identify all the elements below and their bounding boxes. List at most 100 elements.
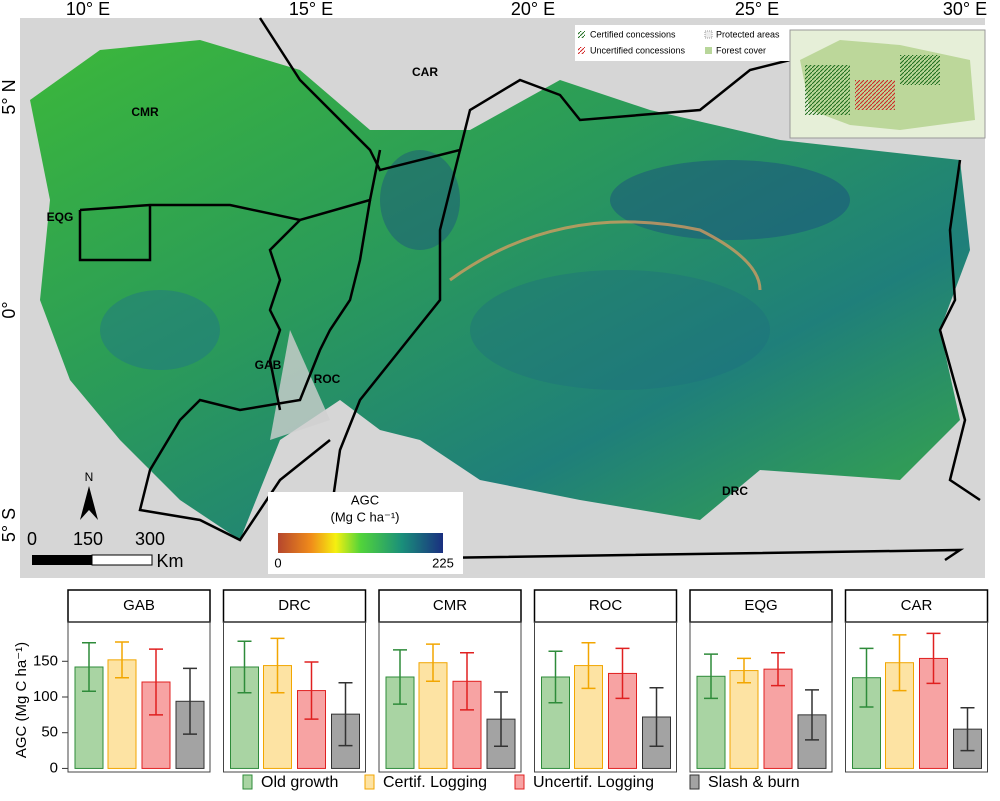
error-bar: [183, 667, 197, 735]
error-bar: [704, 653, 718, 700]
bar: [141, 681, 171, 769]
legend-swatch: [514, 774, 525, 790]
inset-concessions: [805, 65, 850, 115]
error-bar: [82, 641, 96, 693]
panel: [223, 621, 366, 773]
error-bar: [426, 643, 440, 683]
panel: [534, 621, 677, 773]
legend-label: Old growth: [261, 774, 338, 791]
high-carbon-area: [100, 290, 220, 370]
country-label: ROC: [314, 372, 341, 386]
panel-title: CMR: [433, 597, 467, 614]
bar-chart: AGC (Mg C ha⁻¹): [13, 642, 30, 758]
y-tick-label: 50: [41, 724, 58, 741]
country-label: EQG: [47, 210, 74, 224]
error-bar: [771, 651, 785, 687]
savanna: [270, 330, 330, 440]
legend-label: Certif. Logging: [383, 774, 487, 791]
error-bar: [338, 681, 353, 747]
panel: [845, 621, 988, 773]
panel-title: GAB: [123, 597, 155, 614]
legend-label: Protected areas: [716, 29, 780, 39]
scale-bar: [91, 554, 153, 566]
lon-tick-label: 25° E: [735, 0, 779, 19]
panel-title: ROC: [589, 597, 623, 614]
north-arrow: [80, 486, 98, 520]
scale-label: 300: [135, 529, 165, 549]
y-axis-title: AGC (Mg C ha⁻¹): [13, 642, 30, 758]
panel-strip: [844, 589, 989, 623]
error-bar: [115, 641, 129, 679]
lat-tick-label: 5° S: [0, 508, 19, 542]
panel-strip: [222, 589, 367, 623]
error-bar: [393, 649, 407, 705]
scale-bar: [32, 555, 92, 565]
bar: [541, 676, 570, 769]
country-label: CMR: [131, 105, 159, 119]
legend-swatch: [578, 31, 585, 38]
error-bar: [649, 686, 664, 748]
map: CMR EQG GAB ROC CAR DRC 10° E 15° E 20° …: [0, 0, 987, 578]
lat-tick-label: 0°: [0, 301, 19, 318]
panel-strip: [378, 589, 522, 623]
y-tick-label: 0: [50, 759, 58, 776]
legend-label: Certified concessions: [590, 29, 676, 39]
panel: [378, 621, 522, 773]
lon-tick-label: 20° E: [511, 0, 555, 19]
colorbar-label: 225: [432, 555, 454, 570]
panel: [689, 621, 833, 773]
panel-title: CAR: [901, 597, 933, 614]
error-bar: [460, 651, 474, 711]
lon-tick-label: 30° E: [943, 0, 987, 19]
legend-swatch: [364, 774, 375, 790]
legend-swatch: [578, 47, 585, 54]
error-bar: [859, 647, 874, 708]
error-bar: [237, 640, 252, 694]
error-bar: [581, 641, 596, 690]
error-bar: [548, 650, 563, 704]
high-carbon-area: [470, 270, 770, 390]
legend-label: Uncertif. Logging: [533, 774, 654, 791]
error-bar: [304, 661, 319, 720]
north-label: N: [85, 470, 94, 484]
panel-strip: [533, 589, 678, 623]
lat-tick-label: 5° N: [0, 79, 19, 114]
country-label: CAR: [412, 65, 438, 79]
inset-concessions: [855, 80, 895, 110]
inset-concessions: [900, 55, 940, 85]
legend-label: Forest cover: [716, 45, 766, 55]
lon-tick-label: 10° E: [66, 0, 110, 19]
panel: [67, 621, 211, 773]
river: [449, 220, 762, 291]
error-bar: [892, 634, 907, 692]
colorbar: [278, 533, 443, 553]
panel-title: DRC: [278, 597, 311, 614]
y-tick-label: 150: [33, 652, 58, 669]
error-bar: [270, 637, 285, 694]
colorbar-label: 0: [274, 555, 281, 570]
bar: [729, 670, 759, 769]
lon-tick-label: 15° E: [289, 0, 333, 19]
legend-swatch: [704, 30, 713, 39]
legend-label: Uncertified concessions: [590, 45, 686, 55]
colorbar-title: AGC: [351, 492, 379, 507]
error-bar: [615, 647, 630, 700]
error-bar: [960, 706, 975, 752]
error-bar: [926, 632, 941, 685]
scale-unit: Km: [157, 551, 184, 571]
error-bar: [494, 691, 508, 748]
scale-label: 0: [27, 529, 37, 549]
panel-title: EQG: [744, 597, 777, 614]
country-label: GAB: [255, 358, 282, 372]
colorbar-unit: (Mg C ha⁻¹): [331, 509, 400, 524]
error-bar: [737, 657, 751, 684]
error-bar: [805, 689, 819, 741]
legend-swatch: [705, 47, 712, 54]
legend-label: Slash & burn: [708, 774, 800, 791]
error-bar: [149, 648, 163, 716]
legend-swatch: [242, 774, 253, 790]
y-tick-label: 100: [33, 688, 58, 705]
scale-label: 150: [73, 529, 103, 549]
